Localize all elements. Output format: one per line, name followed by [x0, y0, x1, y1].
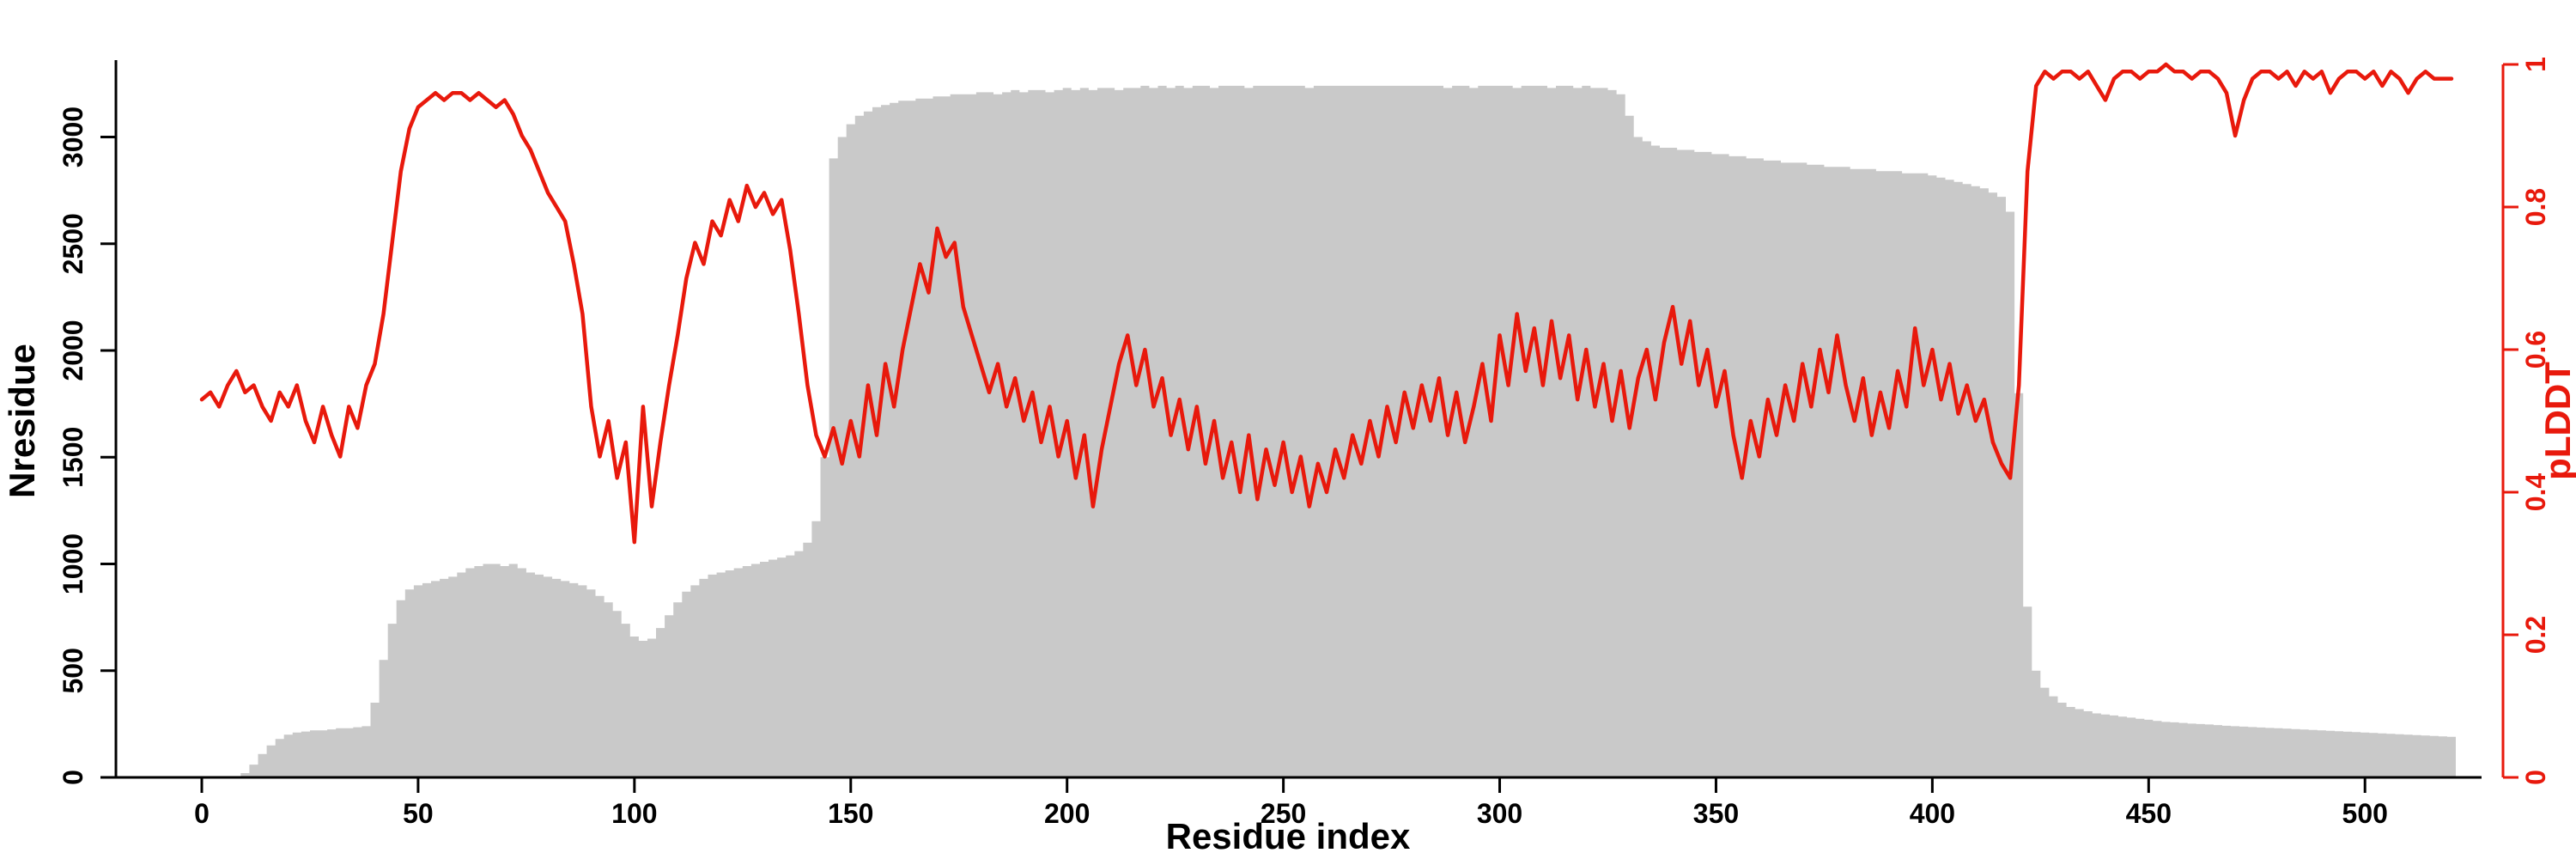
- svg-text:450: 450: [2126, 798, 2172, 829]
- svg-text:1500: 1500: [58, 427, 88, 488]
- svg-text:0: 0: [58, 770, 88, 785]
- svg-text:150: 150: [828, 798, 873, 829]
- svg-text:300: 300: [1477, 798, 1522, 829]
- svg-text:200: 200: [1044, 798, 1090, 829]
- svg-text:1000: 1000: [58, 533, 88, 594]
- left-axis-title: Nresidue: [2, 344, 42, 498]
- svg-text:250: 250: [1261, 798, 1306, 829]
- svg-text:1: 1: [2520, 57, 2551, 72]
- nresidue-bars: [197, 85, 2456, 777]
- x-axis-title: Residue index: [1166, 816, 1411, 856]
- svg-text:500: 500: [2342, 798, 2388, 829]
- svg-text:2500: 2500: [58, 213, 88, 274]
- svg-text:100: 100: [611, 798, 657, 829]
- svg-text:0: 0: [2520, 770, 2551, 785]
- svg-text:0: 0: [194, 798, 210, 829]
- axes: 0 50 100 150 200 250 300 350 400 450 500 0 500 1000 15…: [58, 57, 2551, 829]
- svg-text:0.4: 0.4: [2520, 473, 2551, 512]
- svg-text:2000: 2000: [58, 320, 88, 381]
- svg-text:0.6: 0.6: [2520, 331, 2551, 369]
- svg-text:350: 350: [1693, 798, 1739, 829]
- svg-text:0.2: 0.2: [2520, 616, 2551, 654]
- right-axis-title: pLDDT: [2537, 362, 2576, 480]
- svg-text:3000: 3000: [58, 107, 88, 168]
- svg-text:400: 400: [1910, 798, 1955, 829]
- svg-text:0.8: 0.8: [2520, 188, 2551, 226]
- plddt-line: [199, 62, 2454, 545]
- svg-text:500: 500: [58, 648, 88, 693]
- svg-text:50: 50: [403, 798, 434, 829]
